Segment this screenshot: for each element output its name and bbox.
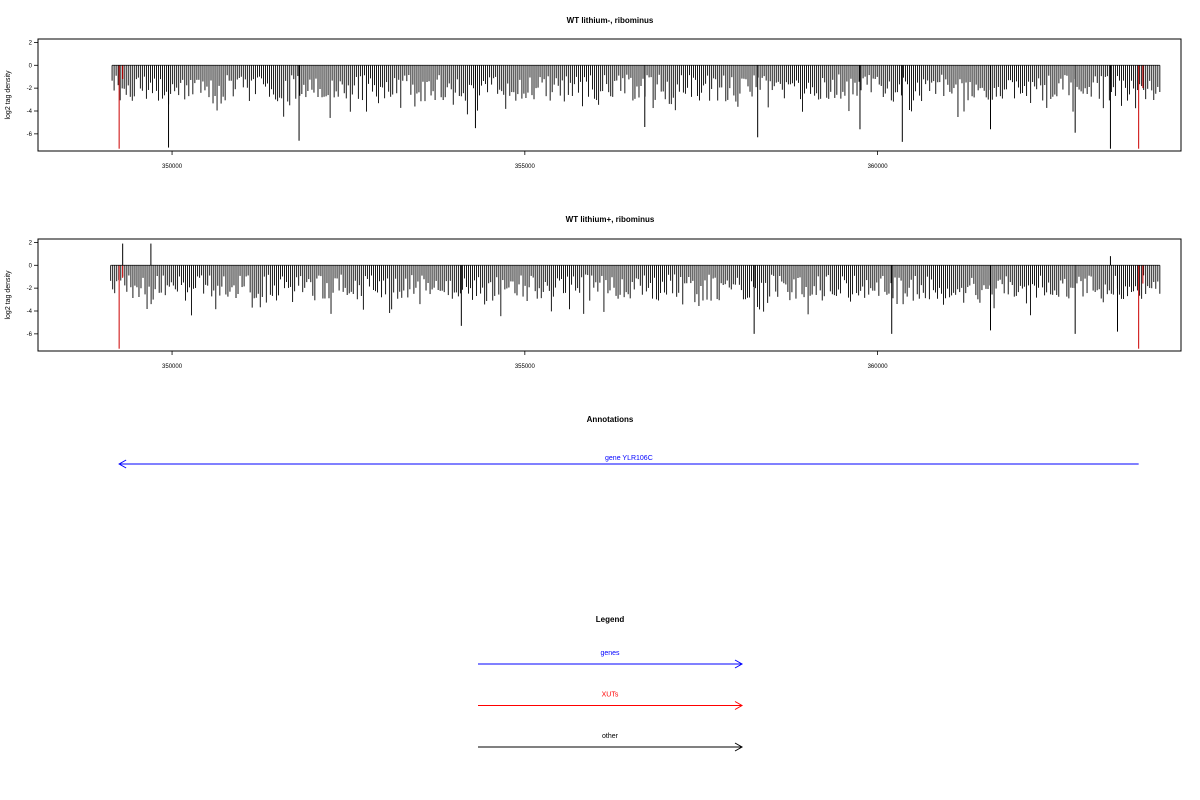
y-tick-label: -6 (27, 332, 33, 338)
x-tick-label: 355000 (515, 364, 536, 370)
legend-label: genes (600, 650, 620, 657)
x-tick-label: 360000 (868, 164, 889, 170)
y-tick-label: -2 (27, 86, 33, 92)
y-tick-label: -6 (27, 132, 33, 138)
y-tick-label: 2 (29, 40, 33, 46)
y-axis-label: log2 tag density (5, 270, 12, 320)
arrowhead-icon (734, 659, 744, 669)
annotation-title: Annotations (587, 415, 634, 424)
x-axis: 350000 355000 360000 (162, 151, 888, 170)
legend-entries: genes XUTs other (478, 650, 744, 752)
panel-title: WT lithium-, ribominus (567, 16, 654, 25)
x-tick-label: 355000 (515, 164, 536, 170)
x-tick-label: 350000 (162, 364, 183, 370)
legend-label: XUTs (602, 692, 619, 699)
gene-feature-label: gene YLR106C (605, 455, 653, 462)
panel-title: WT lithium+, ribominus (566, 215, 655, 224)
legend: Legend genes XUTs other (478, 615, 744, 752)
y-tick-label: -4 (27, 309, 33, 315)
highlight-bars (118, 265, 1144, 349)
x-tick-label: 350000 (162, 164, 183, 170)
y-axis: 2 0 -2 -4 -6 (27, 40, 38, 138)
x-axis: 350000 355000 360000 (162, 351, 888, 370)
arrowhead-icon (734, 742, 744, 752)
y-axis-label: log2 tag density (5, 70, 12, 120)
arrowhead-icon (734, 701, 744, 710)
signal-bars (111, 65, 1161, 149)
x-tick-label: 360000 (868, 364, 889, 370)
y-tick-label: -4 (27, 109, 33, 115)
legend-title: Legend (596, 615, 625, 624)
annotation-features: gene YLR106C (118, 455, 1139, 469)
arrowhead-icon (118, 459, 127, 469)
plot-frame (37, 238, 1182, 352)
y-axis: 2 0 -2 -4 -6 (27, 240, 38, 338)
signal-bars (110, 243, 1161, 334)
y-tick-label: 0 (29, 63, 33, 69)
plot-frame (37, 38, 1182, 152)
highlight-bars (118, 65, 1144, 149)
y-tick-label: 2 (29, 240, 33, 246)
y-tick-label: -2 (27, 286, 33, 292)
annotation-track: Annotations gene YLR106C (118, 415, 1139, 469)
track-panel-lithium-minus: WT lithium-, ribominus log2 tag density … (5, 16, 1182, 170)
legend-label: other (602, 733, 619, 740)
track-panel-lithium-plus: WT lithium+, ribominus log2 tag density … (5, 215, 1182, 370)
y-tick-label: 0 (29, 263, 33, 269)
